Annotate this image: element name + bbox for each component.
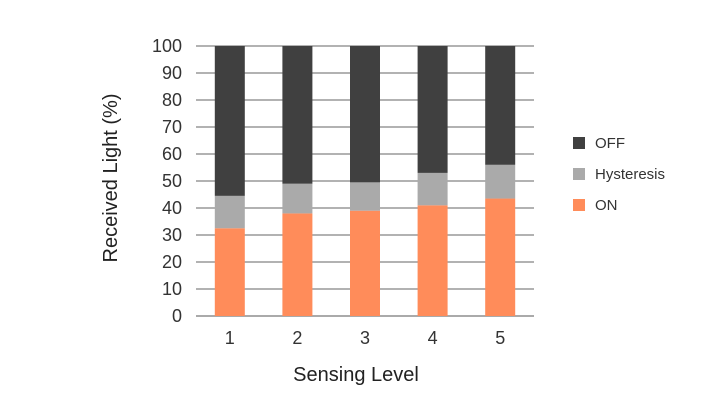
y-tick-label: 0 (172, 306, 182, 326)
bar-on-level-1 (214, 228, 245, 316)
bar-hysteresis-level-2 (282, 183, 313, 214)
legend-label-on: ON (595, 197, 618, 214)
legend-label-hysteresis: Hysteresis (595, 166, 665, 183)
legend-label-off: OFF (595, 135, 625, 152)
y-tick-label: 90 (162, 63, 182, 83)
legend: OFF Hysteresis ON (573, 135, 665, 214)
y-tick-label: 30 (162, 225, 182, 245)
y-tick-label: 40 (162, 198, 182, 218)
x-tick-label: 1 (225, 328, 235, 348)
bar-off-level-3 (350, 46, 380, 183)
y-tick-label: 100 (152, 36, 182, 56)
bar-off-level-1 (214, 46, 245, 196)
bar-on-level-2 (282, 213, 313, 316)
x-tick-label: 2 (292, 328, 302, 348)
bar-hysteresis-level-4 (417, 172, 448, 206)
bar-off-level-4 (417, 46, 448, 173)
x-tick-label: 3 (360, 328, 370, 348)
y-tick-label: 60 (162, 144, 182, 164)
bar-hysteresis-level-5 (485, 164, 516, 199)
y-axis-title: Received Light (%) (100, 94, 122, 263)
x-tick-labels: 1 2 3 4 5 (225, 328, 505, 348)
bar-off-level-2 (282, 46, 313, 184)
y-tick-label: 20 (162, 252, 182, 272)
legend-swatch-hysteresis (573, 168, 585, 180)
y-tick-labels: 0 10 20 30 40 50 60 70 80 90 100 (152, 36, 182, 326)
y-tick-label: 70 (162, 117, 182, 137)
bar-hysteresis-level-1 (214, 195, 245, 229)
bars (214, 46, 516, 316)
x-axis-title: Sensing Level (293, 364, 419, 386)
x-tick-label: 5 (495, 328, 505, 348)
bar-on-level-3 (350, 210, 380, 316)
bar-hysteresis-level-3 (350, 182, 380, 211)
bar-off-level-5 (485, 46, 516, 165)
bar-on-level-5 (485, 198, 516, 316)
x-tick-label: 4 (428, 328, 438, 348)
y-tick-label: 10 (162, 279, 182, 299)
y-tick-label: 50 (162, 171, 182, 191)
legend-swatch-on (573, 199, 585, 211)
y-tick-label: 80 (162, 90, 182, 110)
bar-on-level-4 (417, 205, 448, 316)
legend-swatch-off (573, 137, 585, 149)
